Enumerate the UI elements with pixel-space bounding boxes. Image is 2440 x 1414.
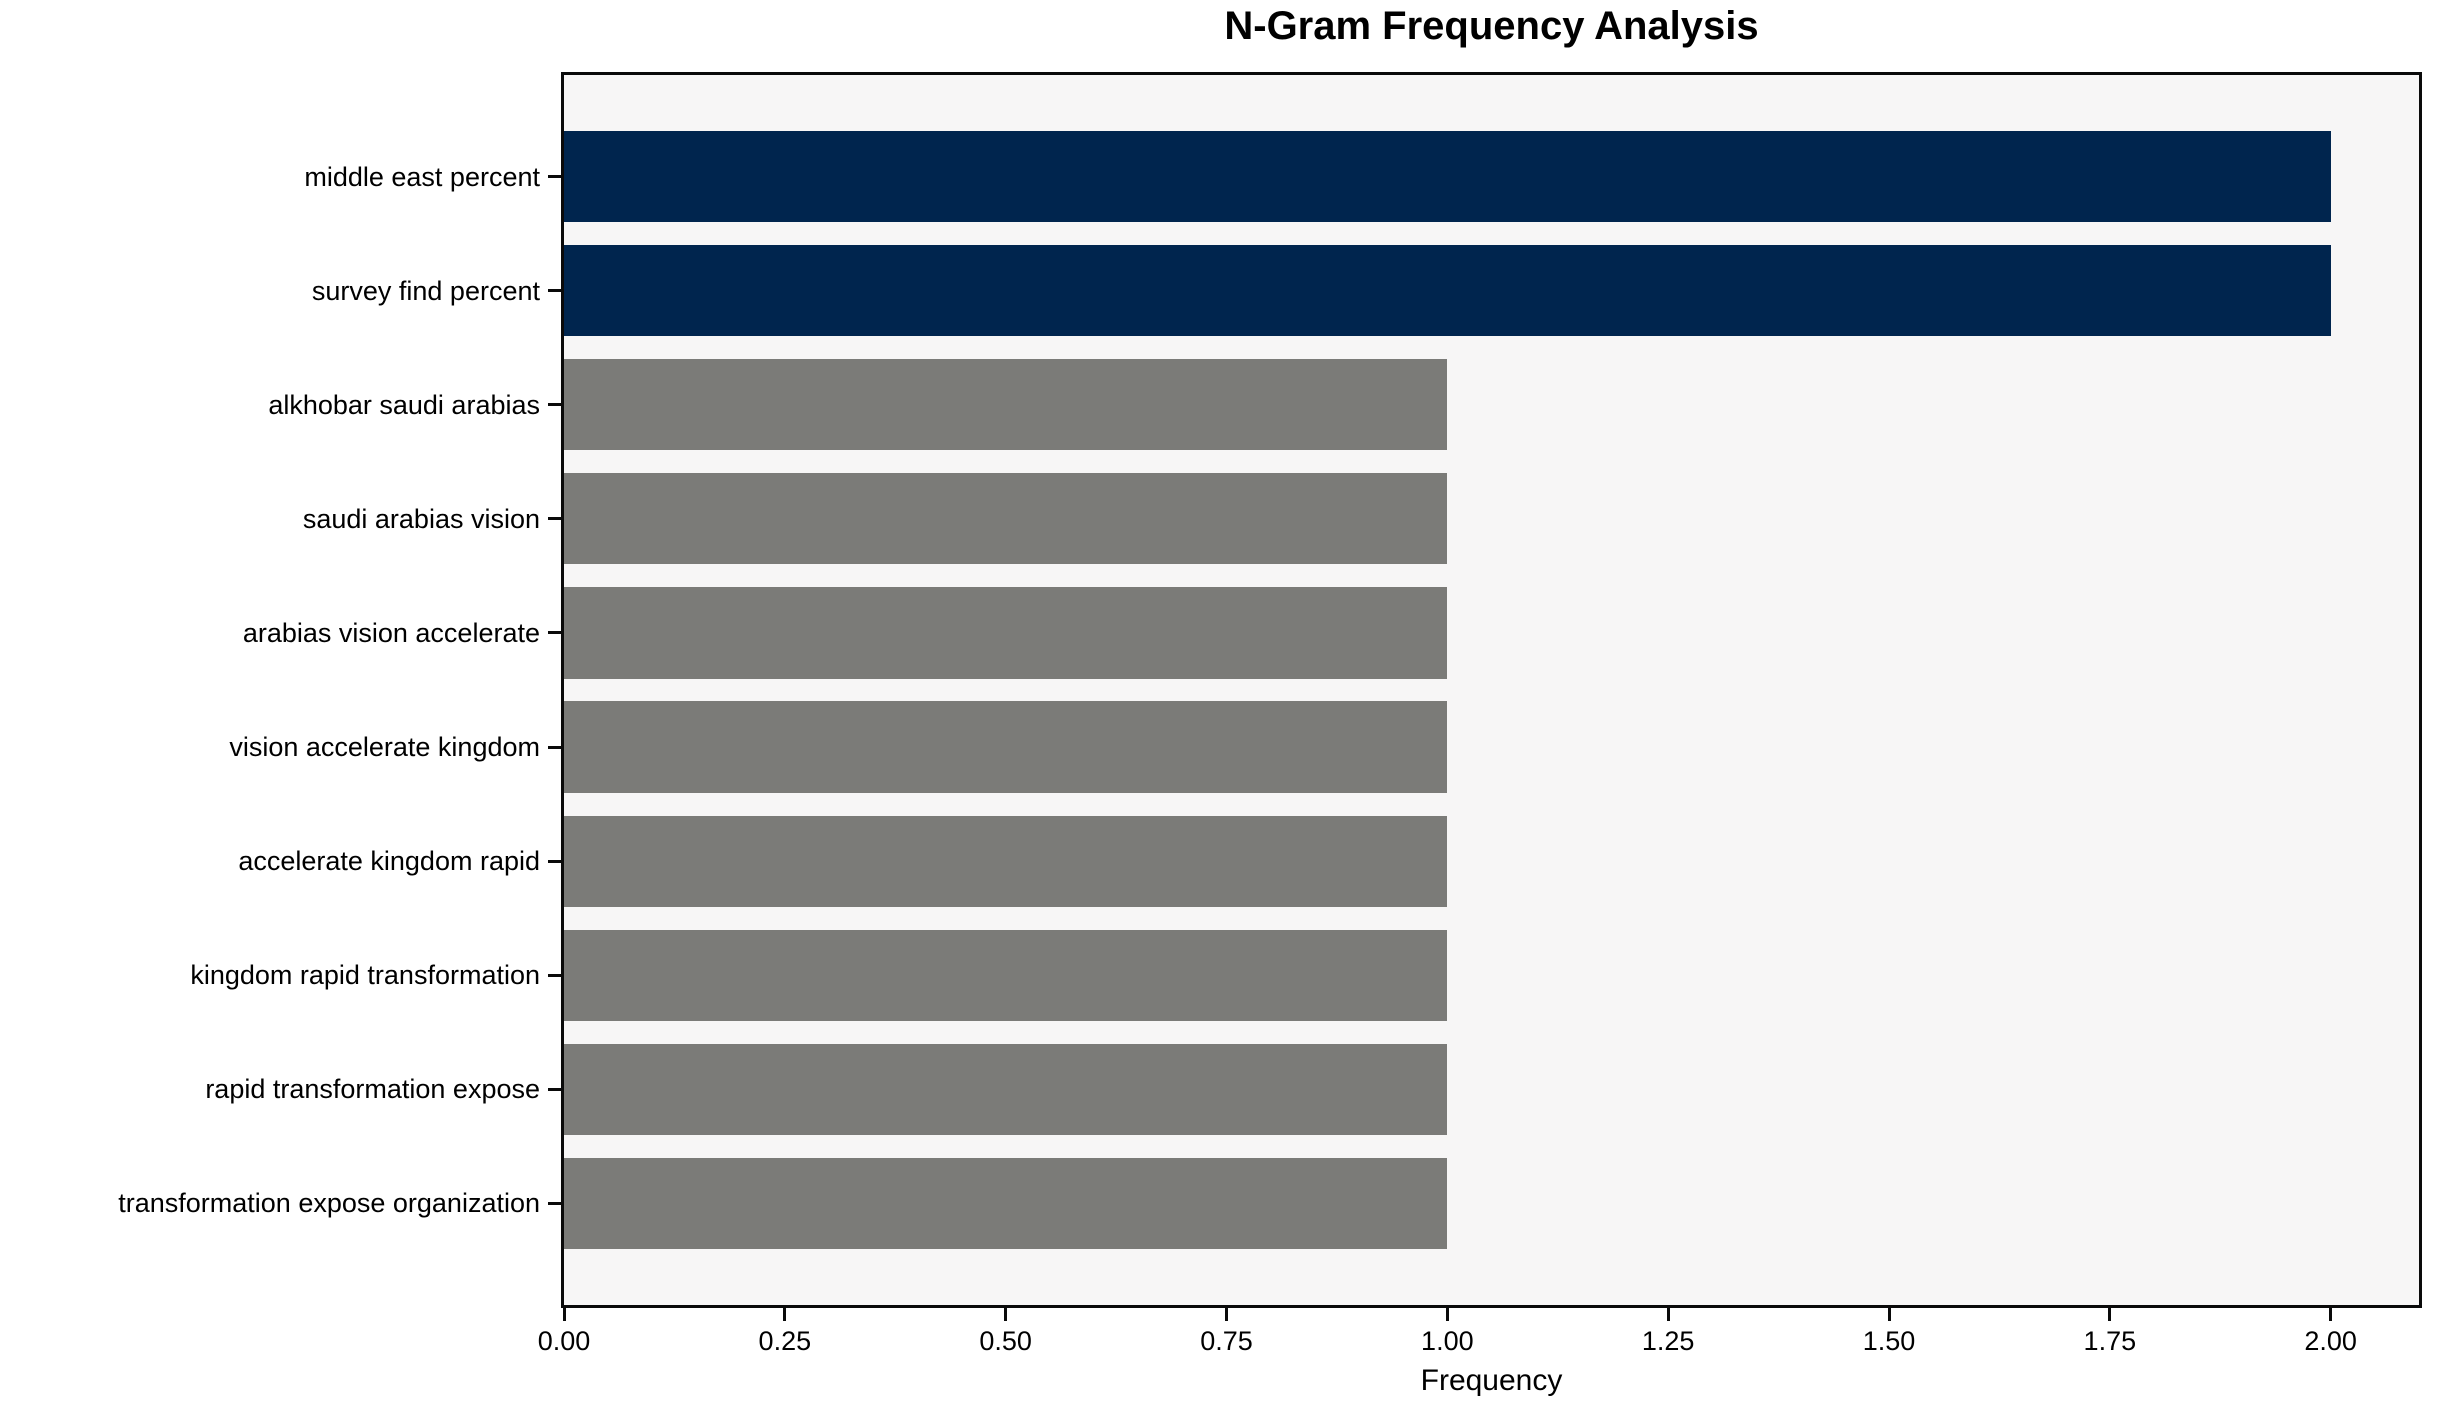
y-tick-mark	[548, 973, 561, 977]
x-tick-mark	[562, 1308, 566, 1321]
y-tick-label: rapid transformation expose	[205, 1074, 540, 1105]
x-tick-label: 1.25	[1641, 1326, 1695, 1356]
x-tick-mark	[1666, 1308, 1670, 1321]
y-tick-mark	[548, 517, 561, 521]
y-tick-mark	[548, 859, 561, 863]
x-tick-label: 0.00	[537, 1326, 591, 1356]
y-tick-mark	[548, 1087, 561, 1091]
y-tick-label: survey find percent	[311, 275, 540, 306]
y-tick-label: kingdom rapid transformation	[190, 960, 540, 991]
chart-title: N-Gram Frequency Analysis	[1224, 4, 1759, 48]
x-tick-mark	[1004, 1308, 1008, 1321]
bar	[564, 1043, 1448, 1135]
bar	[564, 130, 2331, 223]
x-tick-mark	[1887, 1308, 1891, 1321]
x-tick-mark	[2329, 1308, 2333, 1321]
x-tick-mark	[1445, 1308, 1449, 1321]
bar	[564, 701, 1448, 793]
bar	[564, 245, 2331, 337]
bar	[564, 929, 1448, 1021]
x-axis-label: Frequency	[1420, 1364, 1563, 1397]
bar	[564, 1157, 1448, 1250]
x-tick-label: 1.75	[2083, 1326, 2137, 1356]
x-tick-mark	[2108, 1308, 2112, 1321]
x-tick-label: 1.00	[1421, 1326, 1474, 1356]
y-tick-mark	[548, 289, 561, 293]
x-tick-mark	[1225, 1308, 1228, 1321]
y-tick-label: arabias vision accelerate	[242, 617, 540, 648]
x-tick-label: 0.25	[758, 1326, 812, 1356]
y-tick-label: transformation expose organization	[118, 1188, 540, 1219]
plot-area	[561, 72, 2422, 1308]
x-tick-label: 2.00	[2304, 1326, 2357, 1356]
y-tick-label: accelerate kingdom rapid	[238, 846, 540, 877]
x-tick-label: 0.50	[979, 1326, 1032, 1356]
y-tick-mark	[548, 631, 561, 635]
y-tick-mark	[548, 403, 561, 407]
bar	[564, 587, 1448, 679]
bar	[564, 473, 1448, 565]
x-tick-label: 1.50	[1862, 1326, 1916, 1356]
x-tick-mark	[783, 1308, 787, 1321]
y-tick-label: middle east percent	[304, 161, 540, 192]
y-tick-label: vision accelerate kingdom	[229, 732, 540, 763]
x-tick-label: 0.75	[1200, 1326, 1253, 1356]
y-tick-mark	[548, 175, 561, 179]
y-tick-label: saudi arabias vision	[302, 503, 540, 534]
y-tick-label: alkhobar saudi arabias	[268, 389, 540, 420]
bar	[564, 359, 1448, 451]
y-tick-mark	[548, 745, 561, 749]
bar	[564, 815, 1448, 907]
y-tick-mark	[548, 1201, 561, 1205]
